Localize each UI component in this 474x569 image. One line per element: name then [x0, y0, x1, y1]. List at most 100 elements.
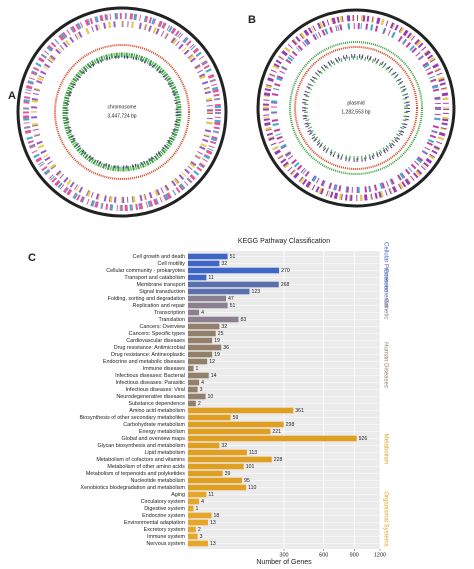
y-tick-label: Metabolism of cofactors and vitamins	[96, 457, 185, 463]
y-tick-label: Nucleotide metabolism	[130, 478, 185, 484]
value-label: 51	[230, 254, 236, 260]
y-tick-label: Glycan biosynthesis and metabolism	[98, 443, 186, 449]
value-label: 3	[200, 534, 203, 540]
y-tick-label: Amino acid metabolism	[129, 408, 185, 414]
value-label: 95	[244, 478, 250, 484]
panel-label: B	[248, 14, 256, 26]
bar	[188, 456, 272, 463]
x-tick-label: 300	[279, 552, 288, 558]
value-label: 19	[214, 338, 220, 344]
value-label: 268	[281, 282, 290, 288]
bar	[188, 274, 207, 281]
bar	[188, 442, 220, 449]
bar	[188, 428, 271, 435]
y-tick-label: Infectious diseases: Viral	[125, 387, 185, 393]
bar	[188, 253, 228, 260]
value-label: 110	[248, 485, 256, 491]
y-tick-label: Environmental adaptation	[124, 520, 185, 526]
y-tick-label: Neurodegenerative diseases	[116, 394, 185, 400]
value-label: 19	[214, 352, 220, 358]
value-label: 4	[201, 499, 204, 505]
bar	[188, 505, 194, 512]
value-label: 83	[240, 317, 246, 323]
value-label: 123	[251, 289, 260, 295]
group-label: Genetic	[382, 299, 388, 320]
bar	[188, 449, 247, 456]
y-tick-label: Biosynthesis of other secondary metaboli…	[80, 415, 186, 421]
bar	[188, 386, 198, 393]
bar	[188, 477, 243, 484]
value-label: 18	[214, 513, 220, 519]
bar	[188, 344, 222, 351]
bar	[188, 491, 207, 498]
value-label: 51	[230, 303, 236, 309]
bar	[188, 281, 279, 288]
value-label: 39	[225, 471, 231, 477]
bar	[188, 533, 198, 540]
value-label: 4	[201, 310, 204, 316]
value-label: 11	[208, 492, 213, 498]
y-tick-label: Digestive system	[144, 506, 185, 512]
x-axis-title: Number of Genes	[256, 559, 312, 566]
y-tick-label: Cell motility	[157, 261, 185, 267]
value-label: 10	[208, 394, 214, 400]
genome-map	[16, 6, 228, 218]
bar	[188, 323, 220, 330]
y-tick-label: Folding, sorting and degradation	[108, 296, 185, 302]
value-label: 228	[274, 457, 283, 463]
group-label: Human Diseases	[382, 342, 388, 388]
y-tick-label: Transport and catabolism	[124, 275, 185, 281]
y-tick-label: Metabolism of other amino acids	[107, 464, 185, 470]
bar	[188, 365, 194, 372]
value-label: 113	[249, 450, 257, 456]
x-tick-label: 600	[319, 552, 328, 558]
y-tick-label: Replication and repair	[133, 303, 186, 309]
y-tick-label: Immune diseases	[143, 366, 186, 372]
bar	[188, 260, 220, 267]
value-label: 14	[211, 373, 217, 379]
value-label: 13	[210, 541, 216, 547]
y-tick-label: Metabolism of terpenoids and polyketides	[86, 471, 185, 477]
group-label: Environmental	[382, 269, 388, 307]
value-label: 221	[272, 429, 281, 435]
value-label: 101	[246, 464, 255, 470]
value-label: 4	[201, 380, 204, 386]
value-label: 36	[223, 345, 229, 351]
bar	[188, 351, 213, 358]
y-tick-label: Endocrine system	[142, 513, 185, 519]
y-tick-label: Substance dependence	[128, 401, 185, 407]
value-label: 298	[286, 422, 295, 428]
bar	[188, 295, 226, 302]
y-tick-label: Carbohydrate metabolism	[123, 422, 185, 428]
bar	[188, 330, 216, 337]
group-label: Metabolism	[382, 434, 388, 465]
value-label: 25	[218, 331, 224, 337]
group-label: Cellular Processes	[382, 242, 388, 292]
y-tick-label: Endocrine and metabolic diseases	[103, 359, 185, 365]
value-label: 32	[221, 324, 227, 330]
bar	[188, 400, 196, 407]
y-tick-label: Cancers: Specific types	[129, 331, 186, 337]
y-tick-label: Circulatory system	[141, 499, 186, 505]
bar	[188, 526, 196, 533]
value-label: 1	[196, 366, 199, 372]
x-tick-label: 900	[350, 552, 359, 558]
chart-title: KEGG Pathway Classification	[238, 238, 330, 245]
y-tick-label: Lipid metabolism	[145, 450, 186, 456]
bar	[188, 267, 280, 274]
value-label: 32	[221, 443, 227, 449]
group-label: Organismal Systems	[382, 491, 388, 546]
y-tick-label: Global and overview maps	[121, 436, 185, 442]
y-tick-label: Infectious diseases: Parasitic	[115, 380, 185, 386]
value-label: 12	[209, 359, 215, 365]
x-tick-label: 1200	[374, 552, 386, 558]
value-label: 11	[208, 275, 213, 281]
panel-label: A	[8, 90, 16, 102]
value-label: 2	[198, 527, 201, 533]
panel-label: C	[28, 252, 36, 264]
y-tick-label: Drug resistance: Antineoplastic	[111, 352, 185, 358]
bar	[188, 435, 357, 442]
value-label: 13	[210, 520, 216, 526]
bar	[188, 512, 212, 519]
